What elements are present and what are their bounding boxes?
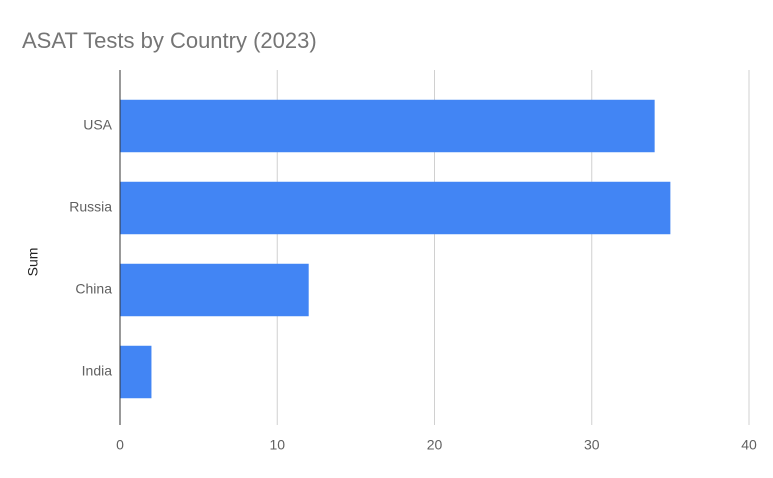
x-tick-label: 30 [584,437,600,453]
x-tick-label: 20 [427,437,443,453]
bar [120,263,309,317]
y-tick-label: USA [83,117,112,133]
x-tick-label: 40 [741,437,757,453]
bar [120,99,655,153]
y-tick-label: China [75,281,112,297]
y-tick-label: Russia [69,199,112,215]
bar [120,181,671,235]
x-tick-label: 10 [269,437,285,453]
chart-title: ASAT Tests by Country (2023) [22,28,317,53]
y-tick-label: India [82,363,113,379]
x-tick-label: 0 [116,437,124,453]
y-axis-label: Sum [25,248,41,277]
bar [120,345,152,399]
